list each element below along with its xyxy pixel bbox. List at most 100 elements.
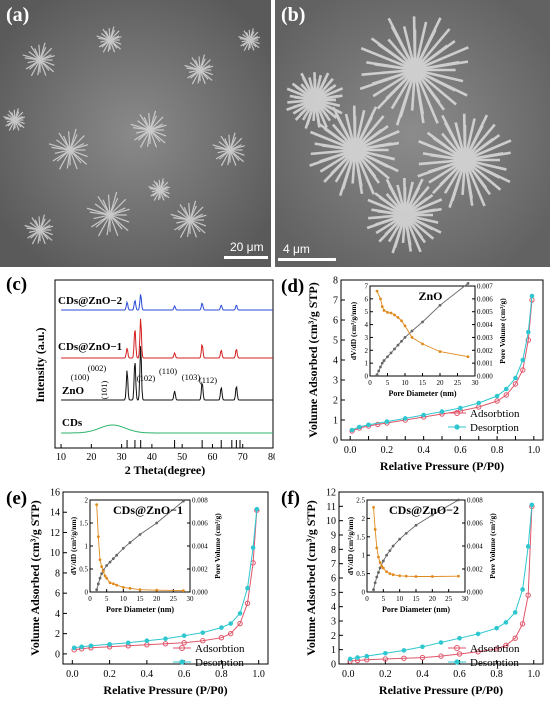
inset-xtick-label: 20: [437, 379, 445, 387]
scale-bar-b: [278, 258, 336, 261]
inset-pore-volume-point: [111, 557, 115, 561]
inset-pore-volume-point: [95, 588, 99, 592]
bet-xtick-label: 0.4: [141, 669, 154, 680]
bet-point-adsorption: [493, 646, 500, 652]
legend-label: Desorption: [470, 422, 519, 434]
inset-pore-volume-point: [388, 549, 392, 552]
legend-marker: [454, 424, 460, 430]
inset-y2tick-label: 0.002: [467, 566, 483, 574]
bet-ytick-label: 0: [55, 649, 60, 660]
inset-xtick-label: 0: [365, 595, 369, 603]
bet-point-desorption: [357, 424, 362, 430]
xrd-svg: (c) 2 Theta(degree) Intensity (a.u.) 10 2…: [6, 274, 275, 477]
inset-ytick-label: 0: [85, 589, 89, 597]
legend-marker: [179, 659, 185, 665]
inset-pore-volume-point: [393, 347, 396, 351]
inset-pore-volume-point: [375, 575, 379, 579]
xrd-xtick-label: 80: [268, 452, 275, 463]
inset-xtick-label: 10: [120, 595, 128, 603]
bet-point-desorption: [237, 611, 243, 616]
bet-ytick-label: 12: [50, 528, 60, 539]
bet-point-adsorption: [200, 638, 206, 644]
inset-dvdd-point: [382, 309, 386, 312]
bet-point-adsorption: [181, 640, 187, 646]
inset-y2tick-label: 0.006: [192, 520, 208, 528]
panel-label-f: (f): [281, 488, 300, 509]
legend-label: Adsorbtion: [470, 408, 520, 420]
bet-point-adsorption: [375, 421, 381, 428]
xrd-trace: [61, 318, 273, 359]
xrd-xtick-label: 30: [117, 452, 127, 463]
inset-dvdd-point: [96, 535, 100, 539]
bet-point-desorption: [494, 625, 499, 631]
inset-ytick-label: 2: [85, 497, 89, 505]
legend-marker: [179, 645, 185, 651]
bet-ytick-label: 0: [331, 660, 336, 671]
bet-xtick-label: 0.0: [66, 669, 79, 680]
bet-xlabel: Relative Pressure (P/P0): [380, 459, 504, 473]
bet-series-line: [74, 510, 258, 651]
bet-ytick-label: 7: [331, 559, 336, 570]
bet-ytick-label: 6: [331, 574, 336, 585]
inset-xtick-label: 15: [413, 595, 421, 603]
xrd-peak-label: (101): [99, 381, 109, 400]
inset-dvdd-point: [105, 576, 109, 580]
inset-ytick-label: 2: [362, 515, 366, 523]
bet-chart-e: (e) 0 2 4 6 8 10 12 14 16 0.0 0.2 0.4 0.6 0.8 1.0 Relati…: [0, 482, 275, 702]
inset-y2tick-label: 0.008: [467, 497, 483, 505]
inset-y2tick-label: 0.004: [192, 543, 208, 551]
bet-svg-d: (d) 0 1 2 3 4 5 6 7 8 0.0 0.2 0.4 0.6 0.8 1.0 Relative P…: [281, 276, 544, 473]
inset-dvdd-point: [373, 528, 377, 531]
inset-dvdd-point: [404, 574, 408, 578]
bet-point-adsorption: [244, 600, 251, 606]
inset-ytick-label: 1.5: [79, 520, 88, 528]
bet-xtick-label: 1.0: [252, 669, 265, 680]
bet-point-adsorption: [512, 635, 518, 641]
panel-label-d: (d): [281, 276, 304, 297]
inset-xtick-label: 20: [429, 595, 437, 603]
inset-dvdd-point: [155, 588, 159, 592]
bet-xlabel: Relative Pressure (P/P0): [379, 683, 503, 697]
bet-series-line: [350, 506, 533, 662]
inset-ytick-label: 2.5: [356, 497, 365, 505]
inset-pore-volume-point: [403, 336, 407, 339]
inset-pore-volume-point: [377, 369, 381, 373]
bet-xtick-label: 0.6: [453, 669, 466, 680]
inset-xtick-label: 5: [382, 595, 386, 603]
bet-xtick-label: 0.0: [342, 669, 355, 680]
inset-pore-volume-point: [389, 351, 393, 355]
inset-y2tick-label: 0.004: [467, 543, 483, 551]
bet-xtick-label: 0.8: [490, 669, 503, 680]
bet-point-adsorption: [162, 641, 169, 647]
inset-pore-volume-point: [396, 343, 400, 347]
inset-dvdd-point: [372, 505, 375, 509]
inset-dvdd-point: [375, 546, 379, 550]
bet-xtick-label: 0.8: [491, 445, 504, 456]
bet-ytick-label: 4: [333, 356, 338, 367]
bet-point-desorption: [529, 293, 535, 299]
bet-point-desorption: [245, 585, 250, 591]
bet-ytick-label: 1: [333, 416, 338, 427]
sem-texture-b: [275, 0, 550, 267]
inset-dvdd-point: [400, 319, 403, 323]
bet-ytick-label: 3: [331, 617, 336, 628]
inset-xtick-label: 30: [187, 595, 195, 603]
inset-xtick-label: 30: [472, 379, 480, 387]
legend-label: Adsorbtion: [195, 643, 245, 655]
bet-point-adsorption: [520, 367, 526, 373]
bet-point-desorption: [125, 640, 131, 646]
inset-y2tick-label: 0.006: [467, 520, 483, 528]
inset-frame: [369, 285, 476, 377]
bet-point-desorption: [420, 644, 425, 650]
bet-point-desorption: [458, 405, 463, 411]
bet-point-desorption: [513, 375, 518, 381]
inset-y2tick-label: 0.001: [477, 360, 493, 368]
bet-point-desorption: [254, 506, 260, 512]
legend-label: Adsorbtion: [470, 643, 520, 655]
inset-dvdd-point: [98, 558, 102, 562]
inset-dvdd-point: [381, 566, 385, 570]
inset-dvdd-point: [111, 582, 115, 586]
bet-xlabel: Relative Pressure (P/P0): [103, 683, 227, 697]
bet-point-desorption: [181, 633, 187, 638]
